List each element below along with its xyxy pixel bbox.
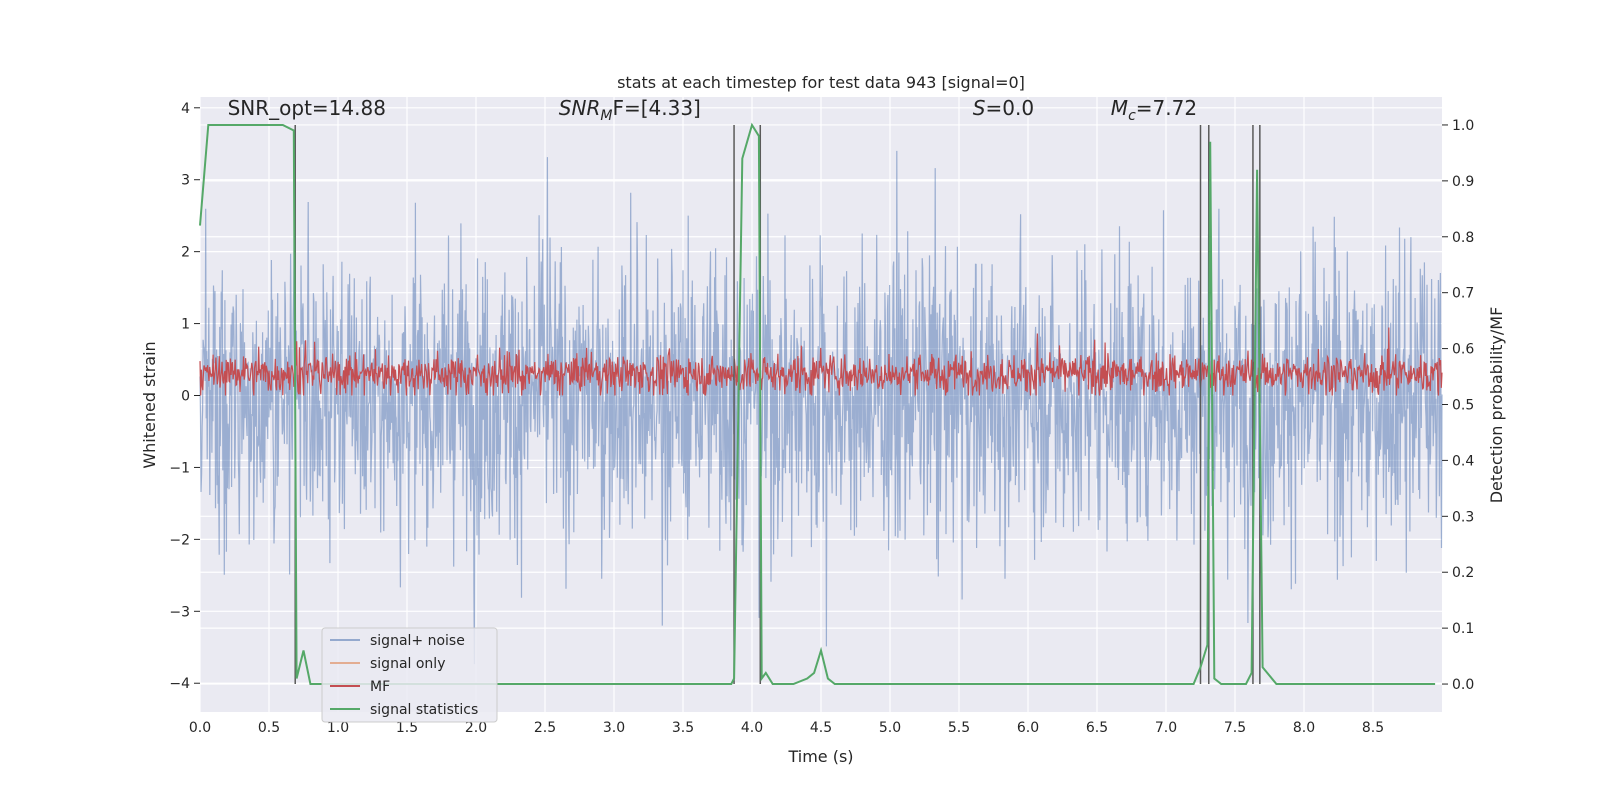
y-right-tick-label: 0.8 [1452, 230, 1474, 246]
annotation-s-stat: S=0.0 [973, 96, 1034, 120]
legend-label: signal+ noise [370, 633, 465, 649]
chart-title: stats at each timestep for test data 943… [617, 73, 1025, 92]
legend-label: MF [370, 679, 390, 695]
x-tick-label: 8.5 [1362, 720, 1384, 736]
annotation-value: =0.0 [986, 96, 1035, 120]
x-tick-label: 3.0 [603, 720, 625, 736]
x-axis-label: Time (s) [787, 747, 853, 766]
y-tick-label: 4 [181, 101, 190, 117]
series-mf [199, 327, 1443, 396]
annotation-value: F=[4.33] [612, 96, 700, 120]
y-right-tick-label: 0.2 [1452, 565, 1474, 581]
annotation-subscript: M [600, 108, 612, 124]
annotation-snr-mf: SNRMF=[4.33] [559, 96, 701, 124]
y-right-tick-label: 0.7 [1452, 286, 1474, 302]
x-tick-label: 7.5 [1224, 720, 1246, 736]
legend-label: signal only [370, 656, 445, 672]
y-right-axis-label: Detection probability/MF [1487, 307, 1506, 504]
x-tick-label: 4.5 [810, 720, 832, 736]
x-tick-label: 4.0 [741, 720, 763, 736]
annotation-value: =7.72 [1136, 96, 1197, 120]
x-tick-label: 5.5 [948, 720, 970, 736]
x-tick-label: 2.0 [465, 720, 487, 736]
series-layer [199, 122, 1443, 685]
y-tick-label: 2 [181, 245, 190, 261]
x-tick-label: 3.5 [672, 720, 694, 736]
x-tick-label: 1.0 [327, 720, 349, 736]
y-tick-label: 1 [181, 317, 190, 333]
y-right-tick-label: 0.3 [1452, 509, 1474, 525]
y-right-tick-label: 0.0 [1452, 677, 1474, 693]
annotation-subscript: c [1128, 108, 1136, 124]
x-tick-label: 6.5 [1086, 720, 1108, 736]
y-right-tick-label: 0.9 [1452, 174, 1474, 190]
x-tick-label: 6.0 [1017, 720, 1039, 736]
x-tick-label: 1.5 [396, 720, 418, 736]
x-tick-labels: 0.0 0.5 1.0 1.5 2.0 2.5 3.0 3.5 4.0 4.5 5.0 5.5 6.0 6… [189, 720, 1384, 736]
y-tick-label: −3 [169, 604, 190, 620]
y-right-tick-label: 0.5 [1452, 398, 1474, 414]
annotation-snr-opt: SNR_opt=14.88 [228, 96, 386, 120]
y-tick-label: −4 [169, 676, 190, 692]
annotation-symbol: S [973, 96, 986, 120]
y-right-tick-label: 0.6 [1452, 342, 1474, 358]
y-tick-label: −2 [169, 532, 190, 548]
legend: signal+ noise signal only MF signal statist… [321, 627, 498, 723]
x-tick-label: 7.0 [1155, 720, 1177, 736]
x-tick-label: 0.5 [258, 720, 280, 736]
series-signal-statistics [199, 122, 1436, 685]
y-right-tick-labels: 1.0 0.9 0.8 0.7 0.6 0.5 0.4 0.3 0.2 0.1 0.0 [1442, 118, 1474, 693]
x-tick-label: 0.0 [189, 720, 211, 736]
y-right-tick-label: 1.0 [1452, 118, 1474, 134]
annotation-symbol: M [1111, 96, 1128, 120]
legend-box [321, 627, 498, 723]
y-axis-label: Whitened strain [140, 341, 159, 468]
annotation-symbol: SNR [559, 96, 601, 120]
y-tick-label: 0 [181, 389, 190, 405]
annotations: SNR_opt=14.88 SNRMF=[4.33] S=0.0 Mc=7.72 [228, 96, 1197, 124]
series-signal-noise [199, 150, 1443, 665]
y-tick-label: −1 [169, 460, 190, 476]
y-right-tick-label: 0.1 [1452, 621, 1474, 637]
legend-label: signal statistics [370, 702, 478, 718]
y-tick-labels: 4 3 2 1 0 −1 −2 −3 −4 [169, 101, 200, 692]
x-tick-label: 5.0 [879, 720, 901, 736]
y-tick-label: 3 [181, 173, 190, 189]
y-right-tick-label: 0.4 [1452, 453, 1474, 469]
annotation-mc: Mc=7.72 [1111, 96, 1197, 124]
x-tick-label: 2.5 [534, 720, 556, 736]
x-tick-label: 8.0 [1293, 720, 1315, 736]
